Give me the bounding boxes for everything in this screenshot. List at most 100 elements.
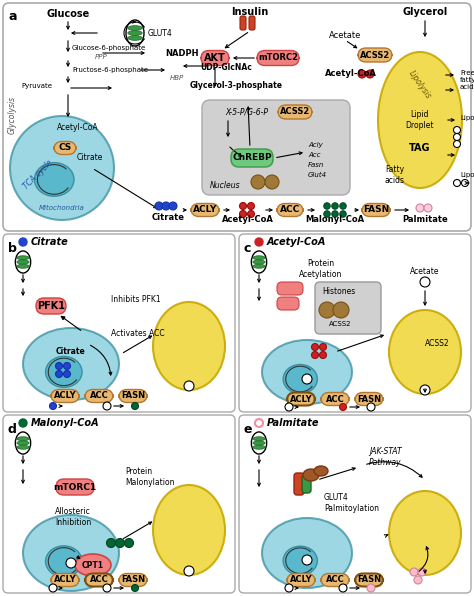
Circle shape: [131, 402, 138, 409]
FancyBboxPatch shape: [355, 573, 383, 586]
Ellipse shape: [303, 469, 319, 481]
Ellipse shape: [251, 251, 267, 273]
Text: Inhibits PFK1: Inhibits PFK1: [111, 294, 161, 303]
Text: ACLY: ACLY: [290, 395, 312, 403]
Circle shape: [366, 70, 374, 78]
Text: FASN: FASN: [363, 206, 389, 215]
Text: d: d: [8, 423, 17, 436]
Ellipse shape: [251, 432, 267, 454]
Text: Citrate: Citrate: [31, 237, 69, 247]
Text: FASN: FASN: [357, 576, 381, 585]
Text: Glucose-6-phosphate: Glucose-6-phosphate: [72, 45, 146, 51]
FancyBboxPatch shape: [278, 105, 312, 119]
Circle shape: [19, 238, 27, 246]
Text: Glycerol-3-phosphate: Glycerol-3-phosphate: [190, 82, 283, 91]
Text: Free
fatty
acids: Free fatty acids: [460, 70, 474, 90]
Text: ACLY: ACLY: [54, 576, 76, 585]
Ellipse shape: [253, 445, 265, 449]
FancyBboxPatch shape: [358, 48, 392, 62]
Ellipse shape: [17, 256, 29, 260]
Text: Malonyl-CoA: Malonyl-CoA: [31, 418, 100, 428]
Text: PFK1: PFK1: [37, 301, 65, 311]
Circle shape: [265, 175, 279, 189]
Text: Citrate: Citrate: [56, 347, 86, 356]
Text: Acly: Acly: [308, 142, 323, 148]
Text: Fasn: Fasn: [308, 162, 324, 168]
Text: Fatty
acids: Fatty acids: [385, 165, 405, 185]
Circle shape: [103, 402, 111, 410]
Circle shape: [155, 202, 163, 210]
Text: Histones: Histones: [322, 287, 356, 296]
FancyBboxPatch shape: [239, 234, 471, 412]
Text: ACSS2: ACSS2: [425, 340, 450, 349]
Text: ACSS2: ACSS2: [280, 107, 310, 116]
Circle shape: [255, 419, 263, 427]
Circle shape: [55, 362, 63, 370]
Circle shape: [332, 203, 338, 209]
Ellipse shape: [35, 163, 74, 196]
FancyBboxPatch shape: [85, 573, 113, 586]
Circle shape: [49, 584, 57, 592]
Circle shape: [340, 203, 346, 209]
FancyBboxPatch shape: [362, 203, 390, 216]
FancyBboxPatch shape: [294, 473, 304, 495]
Ellipse shape: [23, 328, 119, 400]
Text: Acetyl-CoA: Acetyl-CoA: [267, 237, 327, 247]
Circle shape: [454, 141, 461, 147]
Circle shape: [64, 362, 71, 370]
Text: Lipokines: Lipokines: [460, 172, 474, 178]
Ellipse shape: [283, 365, 318, 393]
Circle shape: [302, 374, 312, 384]
Circle shape: [418, 568, 426, 576]
Circle shape: [64, 371, 71, 377]
Circle shape: [251, 175, 265, 189]
Circle shape: [255, 238, 263, 246]
Ellipse shape: [253, 260, 265, 264]
Text: FASN: FASN: [121, 576, 145, 585]
FancyBboxPatch shape: [277, 297, 299, 310]
Circle shape: [49, 402, 56, 409]
Text: Citrate: Citrate: [152, 213, 184, 222]
Text: Fructose-6-phosphate: Fructose-6-phosphate: [72, 67, 148, 73]
Text: CPT1: CPT1: [82, 560, 104, 570]
Circle shape: [247, 210, 255, 218]
Text: HBP: HBP: [170, 75, 184, 81]
Ellipse shape: [15, 251, 31, 273]
Ellipse shape: [378, 52, 462, 188]
Circle shape: [184, 566, 194, 576]
Circle shape: [333, 302, 349, 318]
Ellipse shape: [17, 445, 29, 449]
Ellipse shape: [253, 437, 265, 440]
Text: ACLY: ACLY: [290, 576, 312, 585]
Text: PPP: PPP: [95, 54, 108, 60]
Circle shape: [103, 584, 111, 592]
Ellipse shape: [128, 26, 142, 30]
Text: Glut4: Glut4: [308, 172, 327, 178]
Circle shape: [424, 204, 432, 212]
Circle shape: [462, 179, 468, 187]
Text: mTORC1: mTORC1: [54, 483, 97, 492]
Text: UDP-GlcNAc: UDP-GlcNAc: [200, 64, 252, 73]
Circle shape: [454, 134, 461, 141]
Text: Lipid
Droplet: Lipid Droplet: [406, 110, 434, 130]
FancyBboxPatch shape: [191, 203, 219, 216]
Text: Palmitate: Palmitate: [402, 215, 448, 224]
Circle shape: [319, 302, 335, 318]
Text: Glucose: Glucose: [46, 9, 90, 19]
Text: ChREBP: ChREBP: [232, 154, 272, 163]
Circle shape: [339, 584, 347, 592]
Ellipse shape: [253, 256, 265, 260]
Text: Malonyl-CoA: Malonyl-CoA: [305, 215, 365, 224]
Circle shape: [285, 403, 293, 411]
Text: Acetate: Acetate: [410, 268, 440, 277]
Text: Activates ACC: Activates ACC: [111, 330, 164, 339]
Text: Nucleus: Nucleus: [210, 181, 241, 190]
Circle shape: [324, 211, 330, 217]
FancyBboxPatch shape: [315, 282, 381, 334]
Text: Citrate: Citrate: [77, 154, 103, 163]
FancyBboxPatch shape: [231, 149, 273, 167]
Circle shape: [285, 584, 293, 592]
Ellipse shape: [389, 310, 461, 394]
FancyBboxPatch shape: [239, 415, 471, 593]
Circle shape: [107, 539, 116, 548]
